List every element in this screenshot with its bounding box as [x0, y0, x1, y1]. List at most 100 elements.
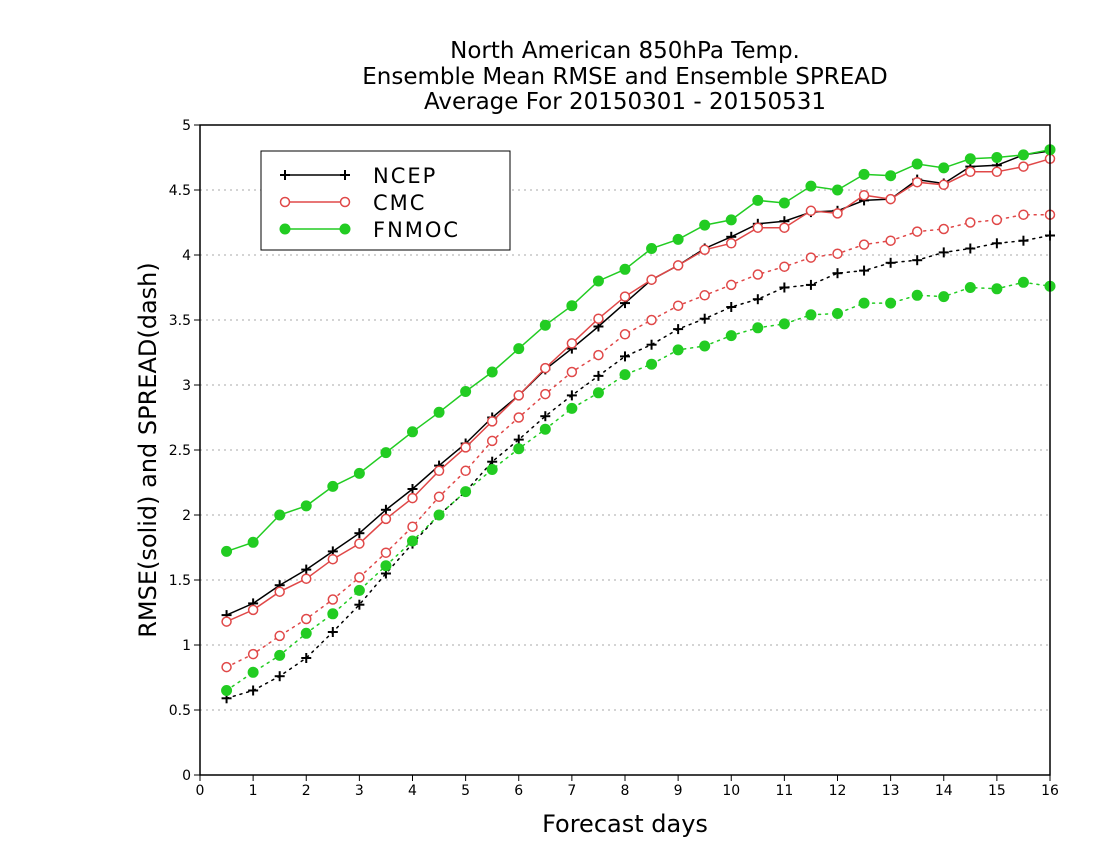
cmc-spread-point: [646, 314, 657, 326]
ncep-spread-line: [225, 234, 1051, 700]
cmc-spread-point: [247, 648, 259, 660]
fnmoc-rmse-point: [725, 214, 737, 226]
x-tick-label: 5: [461, 783, 470, 799]
fnmoc-spread-point: [460, 486, 472, 498]
cmc-rmse-point: [593, 313, 604, 324]
fnmoc-spread-point: [964, 282, 976, 293]
cmc-spread-point: [752, 269, 764, 280]
cmc-rmse-point: [486, 416, 498, 427]
fnmoc-rmse-point: [274, 509, 286, 521]
legend-marker: [339, 196, 351, 208]
cmc-rmse-point: [858, 189, 870, 201]
y-axis-label: RMSE(solid) and SPREAD(dash): [134, 262, 162, 638]
fnmoc-spread-point: [752, 322, 764, 334]
fnmoc-rmse-point: [460, 386, 472, 397]
legend-marker: [279, 196, 291, 208]
ncep-rmse-point: [301, 564, 312, 575]
legend-item-ncep: NCEP: [280, 164, 435, 188]
x-tick-label: 8: [621, 783, 630, 799]
fnmoc-rmse-point: [486, 366, 498, 378]
cmc-spread-point: [354, 572, 365, 583]
fnmoc-rmse-point: [327, 480, 339, 492]
x-tick-label: 15: [988, 783, 1006, 799]
cmc-spread-point: [433, 491, 445, 503]
fnmoc-rmse-point: [380, 447, 392, 459]
legend-marker: [279, 223, 291, 235]
x-tick-label: 1: [249, 783, 258, 799]
fnmoc-spread-point: [327, 608, 339, 620]
x-tick-label: 9: [674, 783, 683, 799]
y-tick-label: 5: [182, 118, 191, 134]
ncep-spread-point: [248, 685, 259, 696]
fnmoc-rmse-point: [858, 168, 870, 180]
cmc-rmse-point: [327, 553, 339, 565]
ncep-spread-point: [354, 599, 365, 610]
ncep-spread-point: [965, 243, 976, 254]
fnmoc-rmse-point: [832, 184, 843, 196]
fnmoc-spread-point: [911, 289, 923, 301]
ncep-spread-point: [593, 370, 604, 381]
cmc-rmse-point: [672, 260, 684, 271]
x-tick-label: 7: [567, 783, 576, 799]
fnmoc-spread-point: [247, 666, 259, 678]
y-tick-label: 1.5: [169, 573, 191, 589]
fnmoc-rmse-point: [221, 545, 233, 557]
fnmoc-rmse-point: [619, 263, 631, 275]
y-tick-label: 4: [182, 248, 191, 264]
x-tick-label: 16: [1041, 783, 1059, 799]
x-tick-label: 6: [514, 783, 523, 799]
cmc-rmse-point: [805, 205, 817, 217]
fnmoc-spread-point: [619, 369, 631, 381]
x-tick-label: 4: [408, 783, 417, 799]
fnmoc-spread-point: [221, 685, 233, 696]
x-tick-label: 2: [302, 783, 311, 799]
fnmoc-rmse-point: [938, 162, 950, 174]
ncep-spread-point: [752, 294, 763, 305]
legend-marker: [280, 170, 290, 180]
cmc-spread-point: [965, 217, 976, 228]
ncep-spread-point: [673, 324, 684, 335]
cmc-rmse-point: [885, 193, 896, 205]
cmc-rmse-point: [779, 222, 790, 233]
legend-box: [260, 150, 511, 251]
cmc-rmse-point: [380, 513, 392, 525]
ncep-spread-point: [274, 671, 285, 682]
cmc-spread-point: [726, 279, 737, 291]
ncep-spread-point: [566, 390, 577, 401]
cmc-rmse-point: [911, 176, 923, 188]
cmc-rmse-point: [540, 362, 551, 374]
fnmoc-spread-point: [380, 560, 392, 572]
legend-label: CMC: [373, 191, 426, 215]
cmc-spread-point: [619, 329, 631, 340]
fnmoc-spread-point: [592, 387, 604, 399]
cmc-rmse-point: [726, 238, 737, 249]
cmc-rmse-point: [221, 616, 232, 627]
cmc-spread-point: [991, 214, 1003, 226]
cmc-spread-point: [858, 239, 870, 250]
cmc-spread-point: [885, 235, 896, 246]
ncep-spread-point: [327, 627, 338, 637]
cmc-spread-point: [540, 388, 551, 400]
cmc-spread-point: [699, 290, 710, 301]
legend-label: FNMOC: [373, 218, 460, 242]
fnmoc-spread-point: [1017, 276, 1029, 288]
fnmoc-spread-line: [225, 281, 1051, 692]
fnmoc-rmse-point: [752, 194, 764, 206]
cmc-rmse-point: [832, 208, 843, 219]
cmc-spread-point: [486, 435, 498, 447]
fnmoc-spread-point: [274, 649, 286, 661]
cmc-rmse-point: [407, 492, 418, 504]
fnmoc-spread-point: [832, 308, 843, 319]
axes: 00.511.522.533.544.550 1 2 3 4 5 6 7 8 9 10 11 12 13 1…: [169, 118, 1059, 799]
fnmoc-spread-point: [858, 297, 870, 309]
fnmoc-rmse-point: [1017, 149, 1029, 161]
ncep-spread-point: [540, 411, 551, 422]
cmc-rmse-point: [433, 465, 445, 477]
fnmoc-rmse-point: [885, 170, 897, 182]
chart-title-line-1: North American 850hPa Temp.: [450, 38, 800, 64]
ncep-spread-point: [912, 255, 923, 266]
fnmoc-spread-point: [486, 464, 498, 475]
y-tick-label: 3: [182, 378, 191, 394]
series-fnmoc: [221, 144, 1056, 696]
ncep-spread-point: [646, 339, 657, 350]
